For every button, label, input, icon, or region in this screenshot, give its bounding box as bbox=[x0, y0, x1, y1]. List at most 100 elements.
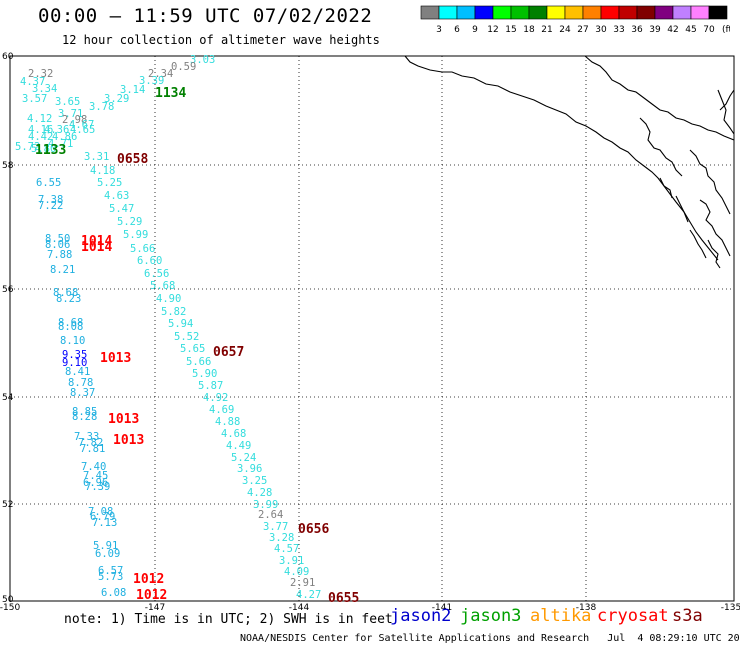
units-note: note: 1) Time is in UTC; 2) SWH is in fe… bbox=[64, 612, 393, 627]
wave-height-value: 8.28 bbox=[72, 411, 97, 423]
wave-height-value: 3.14 bbox=[120, 84, 145, 96]
scale-label: 6 bbox=[454, 25, 460, 35]
satellite-jason3: jason3 bbox=[460, 606, 522, 626]
wave-height-value: 3.77 bbox=[263, 521, 288, 533]
coastline-segment bbox=[719, 89, 735, 111]
wave-height-value: 2.34 bbox=[148, 68, 173, 80]
lon-label: -141 bbox=[432, 603, 452, 613]
pass-time-label: 0657 bbox=[213, 345, 244, 360]
wave-height-value: 2.98 bbox=[62, 114, 87, 126]
lon-label: -135 bbox=[721, 603, 740, 613]
pass-time-label: 1014 bbox=[81, 240, 112, 255]
wave-height-value: 7.08 bbox=[88, 506, 113, 518]
wave-height-value: 8.06 bbox=[45, 239, 70, 251]
pass-time-label: 0656 bbox=[298, 522, 329, 537]
wave-height-value: 8.41 bbox=[65, 366, 90, 378]
wave-height-value: 7.22 bbox=[38, 200, 63, 212]
scale-label: 70 bbox=[703, 25, 715, 35]
lat-label: 60 bbox=[2, 52, 14, 62]
scale-label: 45 bbox=[685, 25, 696, 35]
wave-height-value: 5.65 bbox=[180, 343, 205, 355]
wave-height-value: 8.23 bbox=[56, 293, 81, 305]
wave-height-value: 4.12 bbox=[27, 113, 52, 125]
wave-height-value: 3.28 bbox=[269, 532, 294, 544]
wave-height-value: 8.68 bbox=[58, 317, 83, 329]
wave-height-value: 5.82 bbox=[161, 306, 186, 318]
coastline-segment bbox=[404, 55, 719, 261]
wave-height-value: 5.66 bbox=[130, 243, 155, 255]
lon-label: -147 bbox=[145, 603, 165, 613]
wave-height-value: 5.24 bbox=[231, 452, 256, 464]
wave-height-value: 4.86 bbox=[52, 131, 77, 143]
pass-time-label: 1013 bbox=[108, 412, 139, 427]
scale-label: 15 bbox=[505, 25, 516, 35]
pass-time-label: 0655 bbox=[328, 591, 359, 606]
wave-height-value: 4.69 bbox=[209, 404, 234, 416]
wave-height-value: 3.31 bbox=[84, 151, 109, 163]
wave-height-value: 5.73 bbox=[98, 571, 123, 583]
wave-height-value: 4.92 bbox=[203, 392, 228, 404]
map-border bbox=[9, 55, 735, 602]
wave-height-value: 5.87 bbox=[198, 380, 223, 392]
wave-height-value: 5.90 bbox=[192, 368, 217, 380]
coastline-segment bbox=[717, 89, 735, 135]
wave-height-value: 5.80 bbox=[31, 143, 56, 155]
scale-label: 42 bbox=[667, 25, 678, 35]
wave-height-value: 3.96 bbox=[237, 463, 262, 475]
wave-height-value: 5.68 bbox=[150, 280, 175, 292]
axis-ticks: 60 58 56 54 52 50-150 -147 -144 -141 -138 -135 bbox=[0, 52, 740, 613]
pass-time-label: 1133 bbox=[35, 143, 66, 158]
wave-height-value: 8.78 bbox=[68, 377, 93, 389]
wave-height-value: 2.32 bbox=[28, 68, 53, 80]
pass-time-label: 1012 bbox=[136, 588, 167, 603]
scale-label: 30 bbox=[595, 25, 607, 35]
wave-height-value: 5.99 bbox=[123, 229, 148, 241]
wave-height-value: 4.18 bbox=[90, 165, 115, 177]
credit-line: NOAA/NESDIS Center for Satellite Applica… bbox=[240, 633, 740, 644]
pass-time-label: 1013 bbox=[100, 351, 131, 366]
scale-unit: (ft) bbox=[722, 25, 730, 35]
pass-time-label: 0658 bbox=[117, 152, 148, 167]
scale-label: 24 bbox=[559, 25, 571, 35]
scale-label: 36 bbox=[631, 25, 643, 35]
lon-label: -144 bbox=[289, 603, 310, 613]
coastline-segment bbox=[699, 199, 731, 257]
coastline-segment bbox=[659, 177, 673, 199]
wave-height-value: 6.09 bbox=[95, 548, 120, 560]
wave-height-value: 7.40 bbox=[81, 461, 106, 473]
wave-height-value: 8.08 bbox=[58, 321, 83, 333]
scale-swatch bbox=[708, 5, 728, 20]
page-title: 00:00 – 11:59 UTC 07/02/2022 bbox=[38, 5, 373, 27]
wave-height-value: 8.10 bbox=[60, 335, 85, 347]
wave-height-value: 4.27 bbox=[296, 589, 321, 601]
wave-height-value: 3.34 bbox=[32, 83, 57, 95]
coastline bbox=[404, 55, 735, 269]
wave-height-value: 4.28 bbox=[247, 487, 272, 499]
wave-height-value: 6.56 bbox=[144, 268, 169, 280]
wave-height-value: 4.68 bbox=[221, 428, 246, 440]
wave-height-value: 4.09 bbox=[284, 566, 309, 578]
wave-height-value: 7.33 bbox=[74, 431, 99, 443]
wave-height-value: 4.67 bbox=[69, 119, 94, 131]
wave-height-value: 6.55 bbox=[36, 177, 61, 189]
wave-height-value: 5.91 bbox=[93, 540, 118, 552]
wave-height-value: 3.65 bbox=[55, 96, 80, 108]
coastline-segment bbox=[689, 149, 731, 215]
wave-height-value: 6.60 bbox=[137, 255, 162, 267]
coastline-segment bbox=[689, 229, 707, 259]
wave-height-value: 3.71 bbox=[58, 108, 83, 120]
wave-height-value: 4.63 bbox=[104, 190, 129, 202]
wave-height-value: 4.37 bbox=[20, 76, 45, 88]
lat-label: 56 bbox=[2, 285, 14, 295]
wave-height-value: 4.65 bbox=[70, 124, 95, 136]
lat-label: 58 bbox=[2, 161, 14, 171]
wave-height-value: 7.45 bbox=[83, 470, 108, 482]
wave-height-value: 5.66 bbox=[186, 356, 211, 368]
lon-label: -150 bbox=[0, 603, 20, 613]
wave-height-value: 5.72 bbox=[15, 141, 40, 153]
wave-height-value: 9.35 bbox=[62, 349, 87, 361]
wave-height-value: 9.10 bbox=[62, 357, 87, 369]
wave-height-labels: 3.030.592.343.393.143.293.78 3.712.984.67… bbox=[15, 54, 321, 601]
